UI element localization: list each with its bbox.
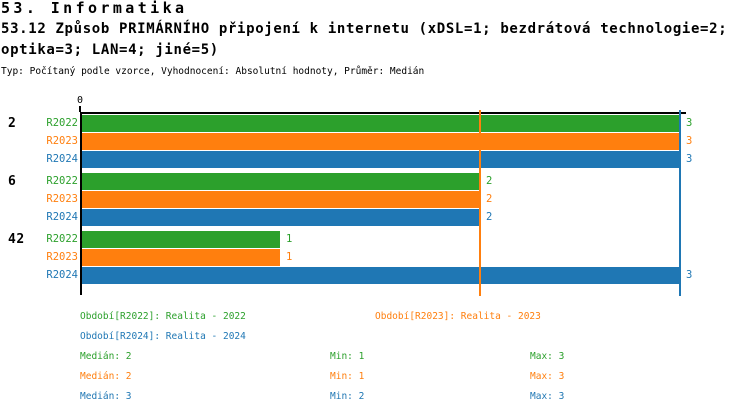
legend-max-row-0: Max: 3 <box>530 351 565 362</box>
question-meta: Typ: Počítaný podle vzorce, Vyhodnocení:… <box>1 66 425 77</box>
legend-period-r2023: Období[R2023]: Realita - 2023 <box>375 311 541 322</box>
bar-R2024-group-2 <box>82 151 680 168</box>
bar-R2022-group-6 <box>82 173 480 190</box>
series-row-label-R2024: R2024 <box>46 269 78 281</box>
x-axis-line <box>80 112 686 114</box>
legend-median-row-1: Medián: 2 <box>80 371 132 382</box>
median-line-R2023 <box>479 110 481 296</box>
bar-R2022-group-42 <box>82 231 280 248</box>
series-row-label-R2022: R2022 <box>46 233 78 245</box>
bar-value-label: 1 <box>286 233 293 245</box>
bar-R2023-group-2 <box>82 133 680 150</box>
legend-min-row-1: Min: 1 <box>330 371 365 382</box>
x-axis-tick-label-zero: 0 <box>76 95 84 106</box>
bar-value-label: 3 <box>686 117 693 129</box>
group-label-42: 42 <box>8 232 25 247</box>
y-axis-line <box>80 112 82 295</box>
median-line-R2024 <box>679 110 681 296</box>
legend-median-row-2: Medián: 3 <box>80 391 132 402</box>
legend-period-r2022: Období[R2022]: Realita - 2022 <box>80 311 246 322</box>
bar-R2024-group-42 <box>82 267 680 284</box>
bar-value-label: 2 <box>486 193 493 205</box>
bar-value-label: 3 <box>686 153 693 165</box>
bar-R2023-group-42 <box>82 249 280 266</box>
series-row-label-R2023: R2023 <box>46 193 78 205</box>
series-row-label-R2022: R2022 <box>46 117 78 129</box>
series-row-label-R2023: R2023 <box>46 251 78 263</box>
legend-min-row-0: Min: 1 <box>330 351 365 362</box>
bar-value-label: 3 <box>686 269 693 281</box>
legend-median-row-0: Medián: 2 <box>80 351 132 362</box>
x-axis-tick-zero <box>79 106 81 112</box>
bar-value-label: 2 <box>486 175 493 187</box>
series-row-label-R2023: R2023 <box>46 135 78 147</box>
series-row-label-R2024: R2024 <box>46 153 78 165</box>
group-label-6: 6 <box>8 174 17 189</box>
question-title-line2: optika=3; LAN=4; jiné=5) <box>1 42 219 58</box>
legend-max-row-1: Max: 3 <box>530 371 565 382</box>
series-row-label-R2024: R2024 <box>46 211 78 223</box>
bar-R2022-group-2 <box>82 115 680 132</box>
section-title: 53. Informatika <box>1 0 188 17</box>
group-label-2: 2 <box>8 116 17 131</box>
question-title-line1: 53.12 Způsob PRIMÁRNÍHO připojení k inte… <box>1 21 728 37</box>
bar-R2023-group-6 <box>82 191 480 208</box>
bar-value-label: 1 <box>286 251 293 263</box>
bar-R2024-group-6 <box>82 209 480 226</box>
legend-max-row-2: Max: 3 <box>530 391 565 402</box>
legend-min-row-2: Min: 2 <box>330 391 365 402</box>
series-row-label-R2022: R2022 <box>46 175 78 187</box>
bar-value-label: 3 <box>686 135 693 147</box>
legend-period-r2024: Období[R2024]: Realita - 2024 <box>80 331 246 342</box>
bar-value-label: 2 <box>486 211 493 223</box>
